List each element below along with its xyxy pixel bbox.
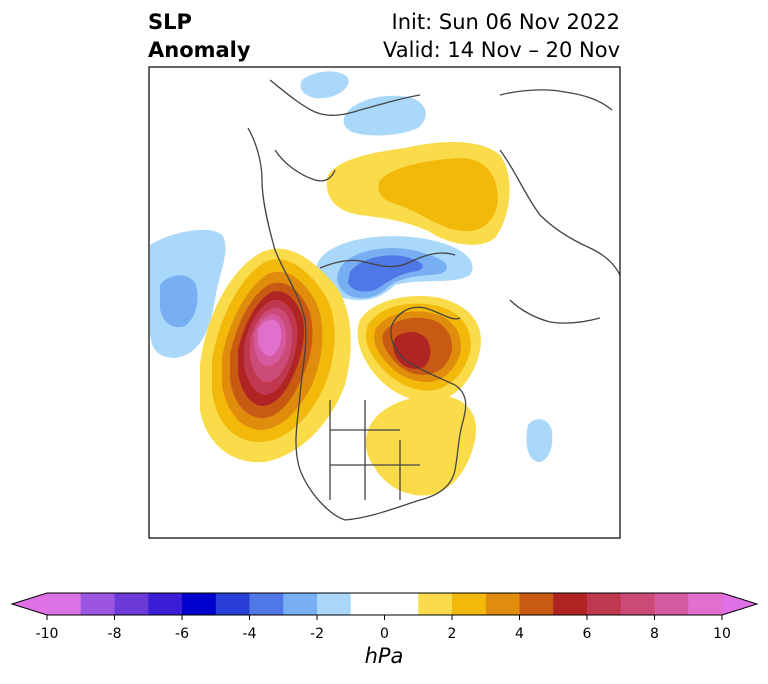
- colorbar-segment: [452, 593, 487, 615]
- colorbar-segment: [148, 593, 183, 615]
- positive-anomaly-eastern-us: [365, 395, 477, 496]
- colorbar-segment: [317, 593, 352, 615]
- colorbar-segment: [350, 593, 385, 615]
- colorbar-segment: [384, 593, 419, 615]
- map-frame: [148, 66, 621, 539]
- colorbar-segment: [418, 593, 453, 615]
- negative-anomaly-siberian-coast: [300, 71, 426, 136]
- init-date: Init: Sun 06 Nov 2022: [391, 10, 620, 34]
- colorbar-tick-label: 10: [713, 626, 731, 642]
- colorbar-segment: [215, 593, 250, 615]
- colorbar-segment: [654, 593, 689, 615]
- positive-anomaly-canada-hudson-bay: [357, 296, 481, 402]
- negative-anomaly-northeast-pacific: [150, 229, 226, 358]
- colorbar-segments: [10, 592, 759, 616]
- negative-anomaly-arctic-ocean: [315, 236, 473, 301]
- colorbar-segment: [47, 593, 82, 615]
- colorbar-unit-label: hPa: [364, 644, 404, 668]
- colorbar-segment: [182, 593, 217, 615]
- chart-title: SLP Anomaly: [148, 8, 251, 64]
- positive-anomaly-north-pacific: [200, 248, 351, 463]
- colorbar-ticks: -10 -8 -6 -4 -2 0 2 4 6 8 10: [36, 615, 731, 642]
- negative-anomaly-north-atlantic: [526, 419, 553, 462]
- colorbar-segment: [620, 593, 655, 615]
- colorbar-tick-label: 0: [380, 626, 389, 642]
- colorbar-segment: [485, 593, 520, 615]
- colorbar-tick-label: -10: [36, 626, 59, 642]
- valid-range: Valid: 14 Nov – 20 Nov: [383, 38, 620, 62]
- colorbar-segment: [114, 593, 149, 615]
- colorbar-segment: [688, 593, 723, 615]
- colorbar-tick-label: 2: [448, 626, 457, 642]
- title-line-1: SLP: [148, 10, 192, 34]
- colorbar-tick-label: -2: [310, 626, 324, 642]
- colorbar-tick-label: -6: [175, 626, 189, 642]
- colorbar-segment: [249, 593, 284, 615]
- positive-anomaly-siberia: [326, 142, 510, 245]
- forecast-dates: Init: Sun 06 Nov 2022 Valid: 14 Nov – 20…: [383, 8, 620, 64]
- colorbar-tick-label: 8: [650, 626, 659, 642]
- colorbar-tick-label: -8: [108, 626, 122, 642]
- coastlines-and-borders: [247, 79, 620, 521]
- colorbar-tick-label: 4: [515, 626, 524, 642]
- colorbar-segment: [587, 593, 622, 615]
- colorbar-max-arrow: [722, 593, 757, 615]
- colorbar-tick-label: 6: [583, 626, 592, 642]
- colorbar-segment: [80, 593, 115, 615]
- colorbar-segment: [553, 593, 588, 615]
- colorbar-tick-label: -4: [243, 626, 257, 642]
- title-line-2: Anomaly: [148, 38, 251, 62]
- colorbar-segment: [519, 593, 554, 615]
- colorbar-min-arrow: [12, 593, 47, 615]
- colorbar-segment: [283, 593, 318, 615]
- slp-anomaly-map: [148, 66, 621, 539]
